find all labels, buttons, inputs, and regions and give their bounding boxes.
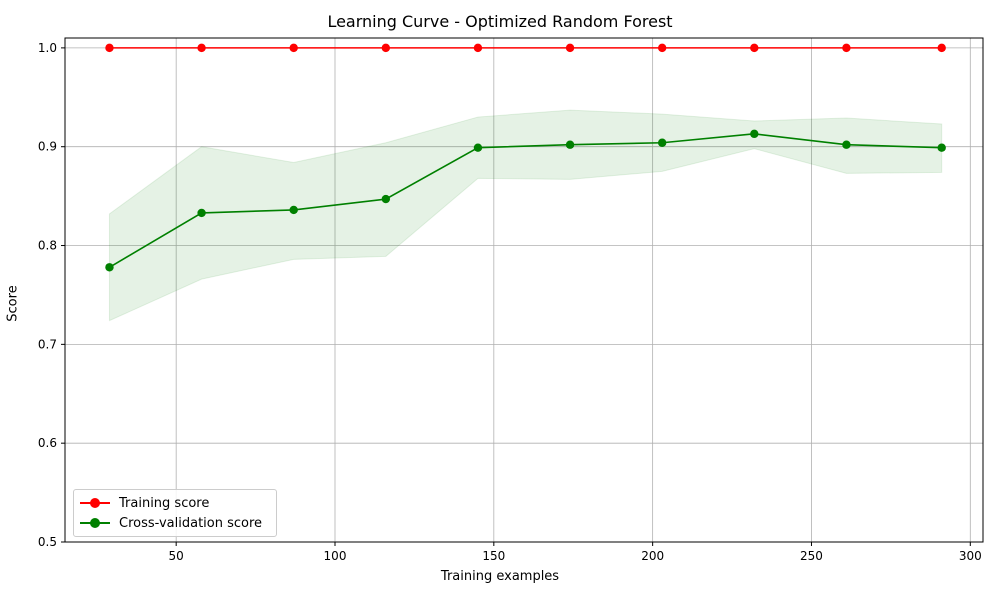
x-tick-label: 300: [959, 549, 982, 563]
cross-validation-score-point: [750, 129, 759, 139]
x-tick-label: 200: [641, 549, 664, 563]
y-tick-label: 0.7: [38, 337, 57, 351]
cross-validation-score-point: [657, 138, 667, 147]
cross-validation-score-point: [289, 205, 298, 215]
y-tick-label: 0.6: [38, 436, 57, 450]
x-tick-label: 250: [800, 549, 823, 563]
training-score-point: [657, 43, 667, 53]
training-score-point: [842, 43, 851, 53]
legend-item-training: Training score: [80, 493, 209, 513]
y-tick-label: 0.5: [38, 535, 57, 549]
cross-validation-score-point: [105, 263, 114, 272]
training-score-point: [289, 43, 298, 53]
x-tick-label: 50: [169, 549, 184, 563]
legend-swatch-cross-validation: [80, 516, 110, 530]
training-score-point: [565, 43, 575, 53]
training-score-point: [105, 43, 114, 53]
training-score-point: [381, 43, 391, 53]
plot-frame: [64, 37, 984, 543]
y-tick-label: 0.8: [38, 239, 57, 253]
cross-validation-score-point: [937, 143, 946, 152]
y-tick-label: 1.0: [38, 41, 57, 55]
x-tick-label: 150: [482, 549, 505, 563]
y-axis-label: Score: [5, 285, 21, 322]
legend-swatch-training: [80, 496, 110, 510]
cross-validation-score-point: [381, 194, 391, 204]
cross-validation-score-line: [109, 133, 942, 268]
x-axis-label: Training examples: [440, 569, 560, 584]
cross-validation-score-point: [197, 208, 206, 218]
legend-label-training: Training score: [119, 495, 210, 511]
y-tick-label: 0.9: [38, 140, 57, 154]
cross-validation-score-point: [565, 140, 575, 149]
x-tick-label: 100: [324, 549, 347, 563]
training-score-point: [937, 43, 946, 53]
axes: 50 100 150 200 250 300 0.5 0.6 0.7 0.8 0.9 1.0: [38, 37, 984, 563]
legend-label-cross-validation: Cross-validation score: [119, 515, 263, 531]
score-bands: [108, 47, 943, 322]
chart-title: Learning Curve - Optimized Random Forest: [327, 12, 673, 31]
training-score-point: [473, 43, 483, 53]
legend: Training score Cross-validation score: [73, 489, 277, 537]
training-score-point: [750, 43, 759, 53]
legend-item-cross-validation: Cross-validation score: [80, 513, 262, 533]
cross-validation-score-band: [108, 109, 943, 322]
score-lines: [105, 43, 946, 272]
cross-validation-score-point: [473, 143, 483, 152]
cross-validation-score-point: [842, 140, 851, 149]
training-score-point: [197, 43, 206, 53]
